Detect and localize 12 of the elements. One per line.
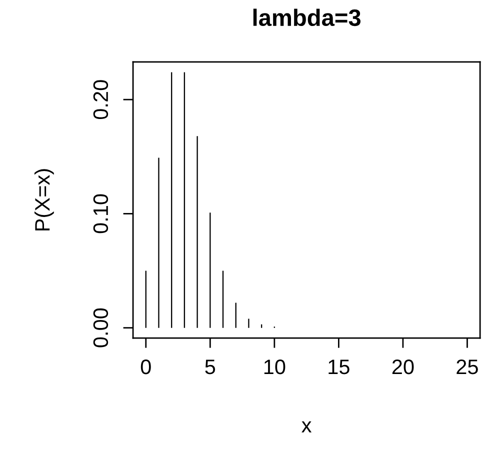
x-axis-title: x [302, 421, 312, 432]
y-tick-label: 0.20 [93, 80, 108, 120]
x-tick-label: 10 [264, 359, 286, 374]
x-tick-label: 15 [328, 360, 350, 374]
x-tick-label: 5 [205, 360, 216, 374]
x-tick-label: 0 [140, 359, 151, 374]
chart-title: lambda=3 [253, 8, 360, 26]
x-tick-label: 25 [456, 359, 478, 374]
y-tick-label: 0.00 [93, 308, 108, 348]
x-tick-label: 20 [392, 359, 414, 374]
y-axis-title: P(X=x) [34, 169, 54, 230]
y-tick-label: 0.10 [93, 194, 108, 234]
